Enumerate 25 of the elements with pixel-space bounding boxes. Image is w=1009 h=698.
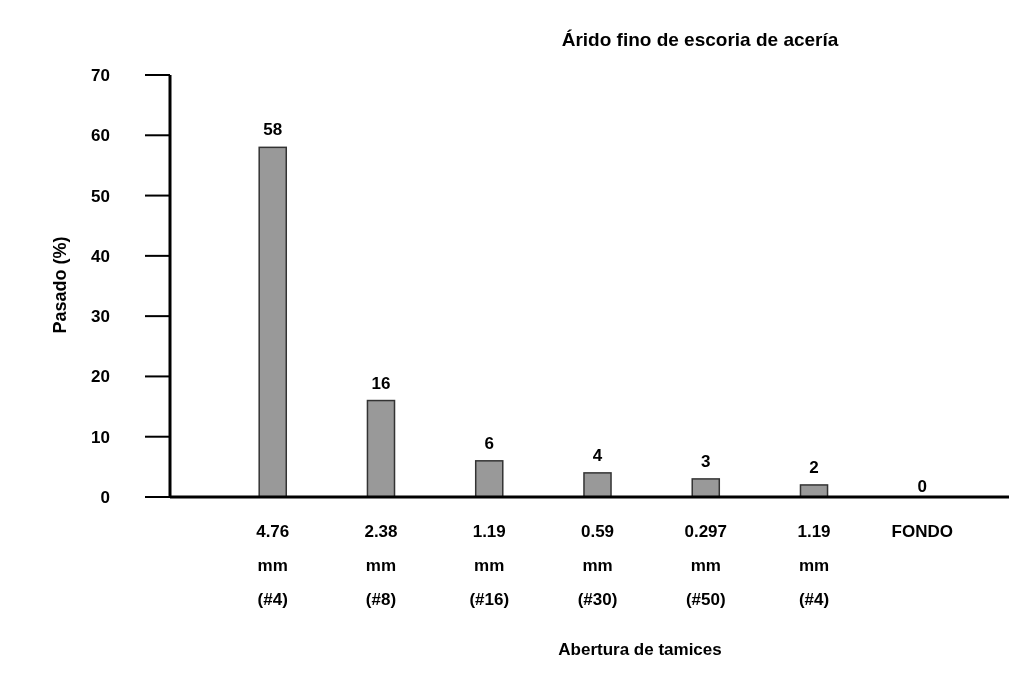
y-axis-title: Pasado (%)	[50, 236, 70, 334]
data-label: 2	[809, 457, 819, 477]
y-tick-label: 40	[91, 246, 110, 266]
x-axis-title: Abertura de tamices	[558, 640, 722, 659]
y-tick-label: 20	[91, 367, 110, 387]
data-label: 0	[917, 477, 928, 496]
y-tick-label: 70	[91, 65, 110, 85]
data-label: 58	[263, 120, 283, 140]
data-label: 4	[592, 445, 603, 465]
x-tick-label: 4.76 mm (#4)	[256, 522, 290, 609]
data-label: 6	[484, 433, 494, 453]
y-tick-label: 30	[91, 307, 110, 327]
x-tick-label: 0.297 mm (#50)	[684, 522, 728, 609]
x-tick-label: 2.38 mm (#8)	[364, 522, 398, 609]
chart-title: Árido fino de escoria de acería	[561, 29, 839, 50]
x-tick-label: 0.59 mm (#30)	[577, 522, 618, 609]
y-tick-label: 50	[91, 186, 110, 206]
x-tick-label: 1.19 mm (#4)	[797, 522, 831, 609]
y-tick-label: 60	[91, 126, 110, 146]
x-tick-label: 1.19 mm (#16)	[469, 522, 510, 609]
data-label: 3	[701, 451, 711, 471]
y-tick-label: 0	[100, 487, 110, 507]
data-label: 16	[371, 373, 391, 393]
y-tick-label: 10	[91, 427, 110, 447]
x-tick-label: FONDO	[891, 522, 953, 541]
